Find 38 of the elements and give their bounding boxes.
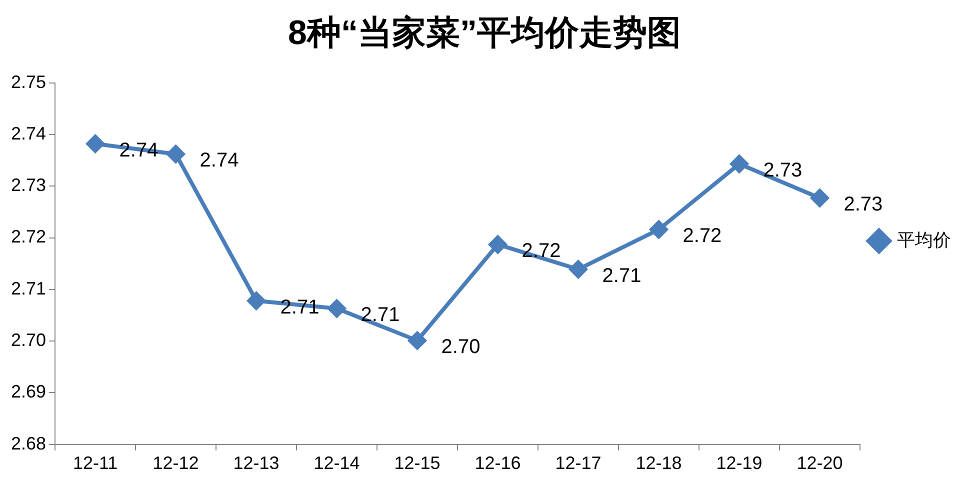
- data-label: 2.71: [602, 264, 642, 287]
- point: [166, 145, 185, 164]
- x-tick-label: 12-13: [233, 453, 280, 474]
- point: [86, 134, 104, 153]
- x-tick-label: 12-16: [474, 453, 521, 474]
- data-label: 2.72: [682, 225, 722, 248]
- y-tick-label: 2.74: [10, 123, 46, 144]
- data-label: 2.70: [441, 336, 480, 358]
- point: [408, 332, 426, 350]
- legend-label: 平均价: [897, 230, 951, 250]
- point: [328, 300, 346, 318]
- x-tick-label: 12-15: [394, 453, 440, 474]
- data-label: 2.71: [360, 304, 400, 326]
- x-tick-label: 12-12: [152, 453, 199, 474]
- x-tick-label: 12-14: [314, 453, 360, 474]
- y-tick-label: 2.70: [10, 330, 46, 350]
- x-tick-label: 12-11: [72, 453, 118, 474]
- x-tick-label: 12-20: [796, 453, 843, 474]
- data-label: 2.72: [522, 240, 561, 262]
- y-tick-label: 2.71: [10, 278, 46, 298]
- y-tick-label: 2.72: [10, 226, 46, 247]
- chart-title: 8种“当家菜”平均价走势图: [288, 14, 681, 52]
- x-tick-label: 12-18: [636, 453, 682, 474]
- y-tick-label: 2.69: [10, 382, 46, 402]
- y-tick-label: 2.73: [10, 175, 46, 196]
- data-label: 2.74: [200, 150, 239, 172]
- data-label: 2.73: [844, 194, 883, 216]
- x-tick-label: 12-19: [716, 453, 762, 474]
- point: [730, 154, 748, 173]
- y-tick-label: 2.75: [10, 72, 46, 92]
- point: [247, 292, 266, 310]
- point: [810, 188, 829, 207]
- x-tick-label: 12-17: [555, 453, 602, 474]
- point: [488, 235, 507, 254]
- point: [569, 260, 588, 278]
- y-tick-label: 2.68: [10, 433, 46, 454]
- point: [650, 220, 668, 239]
- data-label: 2.73: [763, 159, 802, 182]
